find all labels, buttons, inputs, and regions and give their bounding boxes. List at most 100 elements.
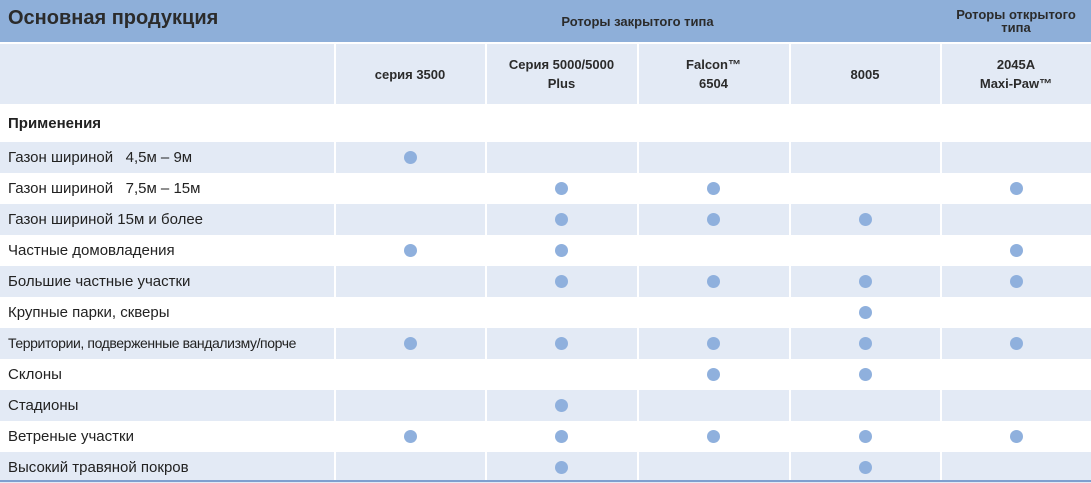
table-cell: [638, 421, 789, 452]
table-row: Стадионы: [0, 390, 1091, 421]
product-header-5: 2045A Maxi-Paw™: [941, 44, 1091, 104]
row-label: Стадионы: [8, 397, 79, 414]
product-header-row: [0, 44, 1091, 104]
table-cell: [941, 328, 1091, 359]
product-header-1: серия 3500: [335, 44, 485, 104]
table-cell: [941, 452, 1091, 483]
row-label: Территории, подверженные вандализму/порч…: [8, 335, 296, 351]
applicable-dot-icon: [858, 213, 872, 226]
product-header-2: Серия 5000/5000 Plus: [486, 44, 637, 104]
product-header-3: Falcon™ 6504: [638, 44, 789, 104]
applicable-dot-icon: [555, 430, 568, 443]
table-cell: [790, 142, 940, 173]
table-cell: [638, 328, 789, 359]
product-name-line1: Серия 5000/5000: [508, 57, 615, 72]
applicable-dot-icon: [1009, 182, 1023, 195]
applicable-dot-icon: [555, 213, 568, 226]
table-cell: [486, 328, 637, 359]
table-cell: [638, 297, 789, 328]
table-row: Склоны: [0, 359, 1091, 390]
table-cell: [790, 359, 940, 390]
row-label: Ветреные участки: [8, 428, 134, 445]
table-row: Частные домовладения: [0, 235, 1091, 266]
applicable-dot-icon: [858, 461, 872, 474]
table-cell: [941, 297, 1091, 328]
page-title: Основная продукция: [8, 7, 219, 29]
applicable-dot-icon: [858, 430, 872, 443]
table-cell: [790, 421, 940, 452]
table-row: Газон шириной 15м и более: [0, 204, 1091, 235]
header-divider: [0, 42, 1091, 44]
table-cell: [941, 235, 1091, 266]
applicable-dot-icon: [555, 275, 568, 288]
table-cell: [941, 266, 1091, 297]
applicable-dot-icon: [707, 182, 720, 195]
applicable-dot-icon: [1009, 430, 1023, 443]
applicable-dot-icon: [707, 275, 720, 288]
table-cell: [941, 142, 1091, 173]
applicable-dot-icon: [555, 461, 568, 474]
applicable-dot-icon: [707, 430, 720, 443]
applicable-dot-icon: [707, 213, 720, 226]
header-band: [0, 0, 1091, 42]
group-header-open-line1: Роторы открытого: [956, 7, 1076, 22]
table-row: Газон шириной 4,5м – 9м: [0, 142, 1091, 173]
table-cell: [335, 359, 485, 390]
table-cell: [486, 390, 637, 421]
table-cell: [486, 297, 637, 328]
table-cell: [335, 204, 485, 235]
table-cell: [335, 142, 485, 173]
table-cell: [486, 421, 637, 452]
table-row: Большие частные участки: [0, 266, 1091, 297]
applicable-dot-icon: [403, 244, 417, 257]
applicable-dot-icon: [555, 182, 568, 195]
column-separator: [637, 44, 639, 481]
applicable-dot-icon: [858, 275, 872, 288]
column-separator: [789, 44, 791, 481]
table-row: Высокий травяной покров: [0, 452, 1091, 483]
applicable-dot-icon: [403, 151, 417, 164]
table-cell: [486, 235, 637, 266]
applicable-dot-icon: [1009, 337, 1023, 350]
table-cell: [335, 173, 485, 204]
table-cell: [941, 173, 1091, 204]
applicable-dot-icon: [403, 337, 417, 350]
product-name-line1: Falcon™: [686, 57, 741, 72]
table-cell: [486, 359, 637, 390]
product-header-4: 8005: [790, 44, 940, 104]
table-cell: [790, 266, 940, 297]
row-label: Газон шириной 15м и более: [8, 211, 204, 228]
applicable-dot-icon: [403, 430, 417, 443]
applicable-dot-icon: [707, 337, 720, 350]
table-row: Ветреные участки: [0, 421, 1091, 452]
table-cell: [638, 173, 789, 204]
row-label: Большие частные участки: [8, 273, 191, 290]
table-cell: [638, 266, 789, 297]
table-cell: [335, 235, 485, 266]
table-cell: [638, 235, 789, 266]
column-separator: [485, 44, 487, 481]
section-label: Применения: [8, 115, 102, 132]
column-separator: [334, 44, 336, 481]
table-cell: [790, 297, 940, 328]
table-cell: [638, 359, 789, 390]
table-cell: [486, 204, 637, 235]
table-cell: [790, 452, 940, 483]
product-name-line2: Maxi-Paw™: [979, 76, 1053, 91]
table-cell: [941, 359, 1091, 390]
table-cell: [790, 235, 940, 266]
applicable-dot-icon: [555, 244, 568, 257]
applications-table: Газон шириной 4,5м – 9м Газон шириной 7,5…: [0, 142, 1091, 483]
table-cell: [638, 204, 789, 235]
table-cell: [941, 421, 1091, 452]
applicable-dot-icon: [1009, 244, 1023, 257]
table-row: Газон шириной 7,5м – 15м: [0, 173, 1091, 204]
group-header-open: Роторы открытого типа: [941, 0, 1091, 42]
table-cell: [335, 390, 485, 421]
applicable-dot-icon: [858, 368, 872, 381]
table-row: Крупные парки, скверы: [0, 297, 1091, 328]
row-label: Склоны: [8, 366, 62, 383]
table-cell: [486, 142, 637, 173]
row-label: Газон шириной 4,5м – 9м: [8, 149, 193, 166]
